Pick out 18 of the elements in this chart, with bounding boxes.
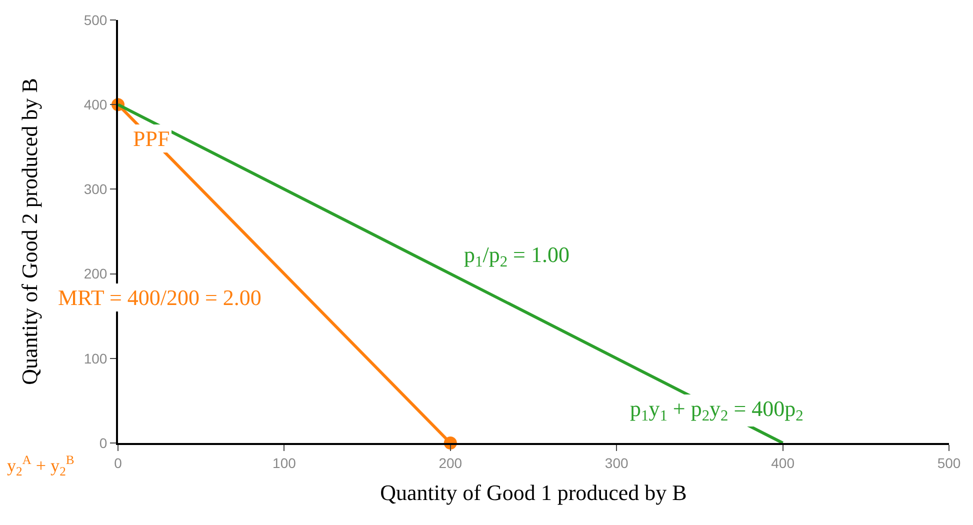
annotation: PPF <box>133 126 170 151</box>
y-tick-label: 300 <box>84 181 108 198</box>
x-tick-label: 0 <box>114 454 122 471</box>
annotation: MRT = 400/200 = 2.00 <box>58 285 262 310</box>
y-tick-label: 100 <box>84 350 108 366</box>
annotation: p$_{1}$/p$_{2}$ = 1.00 <box>464 242 570 271</box>
y-tick-label: 200 <box>84 266 108 282</box>
y-tick-label: 400 <box>84 96 108 112</box>
y-axis-title: Quantity of Good 2 produced by B <box>17 78 42 385</box>
y-tick-label: 0 <box>99 434 108 451</box>
x-axis-title: Quantity of Good 1 produced by B <box>380 480 687 506</box>
y-tick-label: 500 <box>84 12 108 28</box>
x-tick-label: 500 <box>937 454 961 471</box>
x-tick-label: 200 <box>438 454 462 471</box>
text: p$_{1}$y$_{1}$ + p$_{2}$y$_{2}$ = 400p$_{2}$ <box>630 396 804 425</box>
x-tick-label: 400 <box>771 454 795 471</box>
x-tick-label: 100 <box>272 454 296 471</box>
x-tick-label: 300 <box>604 454 628 471</box>
